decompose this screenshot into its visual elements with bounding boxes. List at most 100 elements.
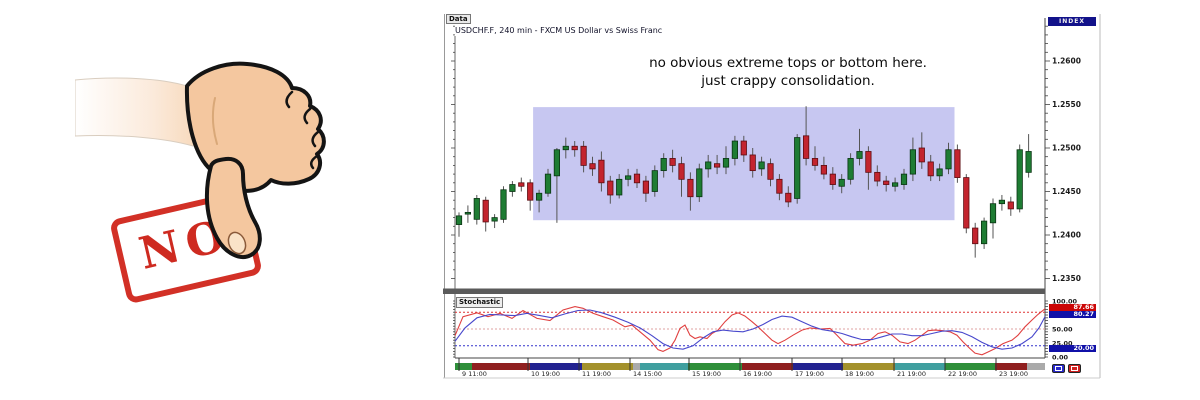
time-axis-label: 17 19:00 [795,370,824,378]
candle-body [981,220,988,245]
candle-body [802,135,810,159]
day-strip-segment [633,363,640,370]
candle-body [580,145,587,166]
stoch-line-D [454,309,1046,350]
trading-chart-panel: 1.2600 1.2550 1.2500 1.2450 1.2400 1.2350 100.… [443,14,1105,380]
candle-body [918,147,925,163]
day-strip-segment [945,363,995,370]
candle-body [767,163,774,180]
time-axis-label: 14 15:00 [633,370,662,378]
candle-body [491,217,498,222]
day-strip-segment [640,363,688,370]
candle-body [518,182,525,187]
candle-body [455,215,463,225]
stochastic-oversold-badge: 20.00 [1049,345,1096,352]
time-axis-label: 9 11:00 [462,370,487,378]
annotation-line-1: no obvious extreme tops or bottom here. [649,55,927,71]
stochastic-d-value-badge: 80.27 [1049,311,1096,318]
stoch-axis-label: 50.00 [1052,326,1073,334]
candle-body [660,158,667,172]
time-axis-label: 15 19:00 [692,370,721,378]
candle-body [740,140,747,156]
stoch-axis-label: 100.00 [1052,298,1078,306]
candle-body [500,189,507,220]
candle-body [749,154,756,172]
candle-body [633,173,641,184]
candle-body [1016,149,1023,210]
window-icon-red[interactable] [1068,364,1081,373]
candle-body [598,159,605,184]
candle-body [758,161,765,170]
candle-body [607,180,614,196]
candle-body [998,199,1006,205]
candle-body [562,145,569,151]
consolidation-highlight-box [533,107,955,221]
price-axis-label: 1.2600 [1052,57,1081,66]
candle-body [722,158,730,168]
time-axis-label: 10 19:00 [531,370,560,378]
price-axis-label: 1.2500 [1052,144,1081,153]
annotation-text: no obvious extreme tops or bottom here. … [573,55,1003,91]
window-icon-blue[interactable] [1052,364,1065,373]
time-axis-label: 18 19:00 [845,370,874,378]
candle-body [900,173,908,185]
candle-body [571,145,578,151]
candle-body [696,168,703,198]
time-axis-label: 21 19:00 [897,370,926,378]
chart-plot-area[interactable]: 1.2600 1.2550 1.2500 1.2450 1.2400 1.2350 100.… [443,14,1105,380]
candle-body [945,149,952,170]
candle-body [847,158,854,180]
candle-body [553,149,560,177]
candle-body [794,137,801,199]
stoch-axis-label: 25.00 [1052,340,1073,348]
stochastic-label[interactable]: Stochastic [456,297,504,308]
stochastic-k-value-badge: 87.66 [1049,304,1096,311]
price-axis-label: 1.2550 [1052,100,1081,109]
candle-body [909,149,917,175]
candle-body [989,203,997,224]
candle-body [589,163,596,170]
candle-body [464,211,472,215]
day-strip-segment [793,363,843,370]
candle-body [651,170,658,192]
candle-body [1025,151,1032,173]
candle-body [874,171,881,182]
candle-body [883,180,890,185]
price-axis-label: 1.2400 [1052,231,1081,240]
thumbs-down-hand-icon [75,61,326,259]
candle-body [776,178,783,194]
candle-body [972,227,979,245]
day-strip-segment [530,363,582,370]
candle-body [963,177,970,229]
day-strip-segment [995,363,1027,370]
data-tab[interactable]: Data [446,14,471,24]
candle-body [624,175,632,180]
candle-body [678,163,685,180]
candle-body [616,178,623,196]
stoch-line-K [454,306,1046,356]
candle-body [820,164,828,175]
candle-body [865,151,872,173]
day-strip-segment [742,363,793,370]
candle-body [713,163,721,168]
chart-title: USDCHF.F, 240 min - FXCM US Dollar vs Sw… [455,26,663,35]
day-strip-segment [843,363,895,370]
candle-body [829,173,836,185]
day-strip-segment [1027,363,1045,370]
candle-body [527,182,534,201]
candle-body [936,168,943,177]
candle-body [669,158,676,166]
panel-separator [443,288,1045,294]
index-badge[interactable]: INDEX [1048,17,1096,26]
candle-body [927,161,934,177]
candle-body [509,184,516,192]
time-axis-label: 16 19:00 [743,370,772,378]
candle-body [811,158,819,166]
candle-body [705,161,712,170]
candle-body [856,151,863,159]
time-axis-label: 22 19:00 [948,370,977,378]
candle-body [536,192,543,201]
candle-body [544,173,552,194]
stoch-axis-label: 0.00 [1052,354,1069,362]
